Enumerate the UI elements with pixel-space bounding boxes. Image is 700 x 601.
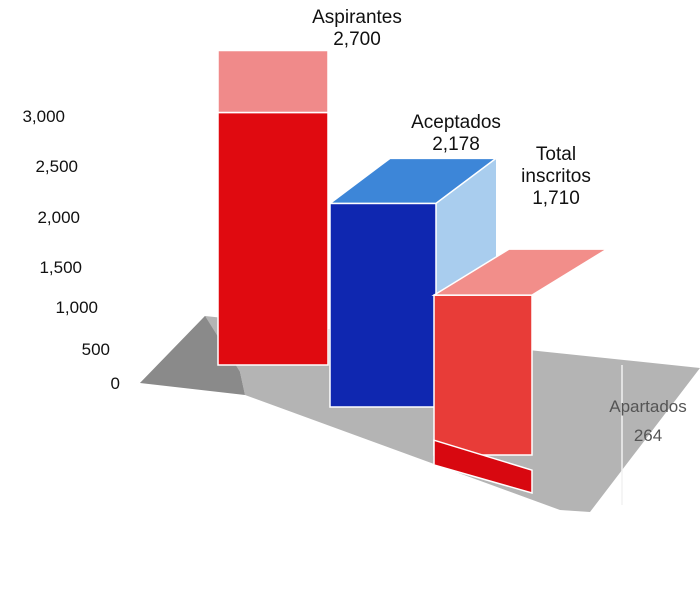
y-tick-label: 3,000 bbox=[22, 107, 65, 126]
chart-floor-shadow bbox=[140, 316, 245, 395]
bar-aspirantes-top bbox=[217, 49, 329, 114]
bar-aspirantes-front bbox=[217, 111, 329, 366]
stacked-segment-value: 264 bbox=[634, 426, 662, 445]
y-tick-label: 500 bbox=[82, 340, 110, 359]
bar-total-inscritos-top bbox=[431, 248, 610, 296]
bars bbox=[217, 49, 610, 494]
bar-apartados-segment bbox=[433, 439, 533, 494]
value-label: 2,178 bbox=[432, 134, 480, 155]
category-label: Aceptados bbox=[411, 112, 501, 133]
y-tick-label: 1,000 bbox=[55, 298, 98, 317]
category-label: inscritos bbox=[521, 166, 591, 187]
value-label: 1,710 bbox=[532, 188, 580, 209]
value-label: 2,700 bbox=[333, 29, 381, 50]
y-tick-label: 2,500 bbox=[35, 157, 78, 176]
bar-aceptados-top bbox=[327, 157, 499, 205]
bar-aceptados-front bbox=[329, 202, 437, 408]
bar-total-inscritos-front bbox=[433, 294, 533, 456]
stacked-segment-name: Apartados bbox=[609, 397, 687, 416]
y-tick-label: 1,500 bbox=[39, 258, 82, 277]
bar-total-inscritos bbox=[431, 248, 610, 456]
y-tick-label: 0 bbox=[111, 374, 120, 393]
category-label: Total bbox=[536, 144, 576, 165]
y-tick-label: 2,000 bbox=[37, 208, 80, 227]
category-label: Aspirantes bbox=[312, 7, 402, 28]
bar-aspirantes bbox=[217, 49, 329, 366]
